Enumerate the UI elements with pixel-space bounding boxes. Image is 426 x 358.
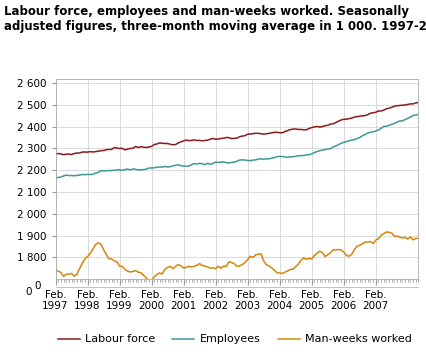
Man-weeks worked: [181, 266, 186, 270]
Labour force: [189, 138, 194, 142]
Employees: [186, 164, 191, 168]
Labour force: [61, 153, 66, 157]
Man-weeks worked: [53, 268, 58, 272]
Text: adjusted figures, three-month moving average in 1 000. 1997-2008: adjusted figures, three-month moving ave…: [4, 20, 426, 33]
Legend: Labour force, Employees, Man-weeks worked: Labour force, Employees, Man-weeks worke…: [53, 330, 416, 349]
Man-weeks worked: [335, 247, 340, 252]
Employees: [213, 160, 218, 164]
Text: 0: 0: [34, 281, 40, 291]
Employees: [104, 169, 109, 173]
Text: Labour force, employees and man-weeks worked. Seasonally: Labour force, employees and man-weeks wo…: [4, 5, 408, 18]
Employees: [53, 176, 58, 181]
Labour force: [335, 119, 340, 124]
Man-weeks worked: [104, 252, 109, 256]
Man-weeks worked: [383, 230, 388, 234]
Line: Labour force: Labour force: [55, 102, 417, 155]
Man-weeks worked: [279, 271, 284, 276]
Man-weeks worked: [189, 265, 194, 269]
Man-weeks worked: [215, 264, 220, 268]
Employees: [332, 144, 337, 148]
Labour force: [415, 100, 420, 105]
Line: Employees: Employees: [55, 115, 417, 179]
Labour force: [106, 147, 111, 151]
Labour force: [53, 152, 58, 156]
Employees: [276, 154, 282, 159]
Labour force: [215, 137, 220, 141]
Employees: [415, 112, 420, 117]
Labour force: [279, 131, 284, 135]
Employees: [178, 164, 183, 168]
Text: 0: 0: [26, 287, 32, 297]
Man-weeks worked: [415, 236, 420, 241]
Labour force: [181, 139, 186, 143]
Line: Man-weeks worked: Man-weeks worked: [55, 232, 417, 281]
Man-weeks worked: [146, 279, 151, 283]
